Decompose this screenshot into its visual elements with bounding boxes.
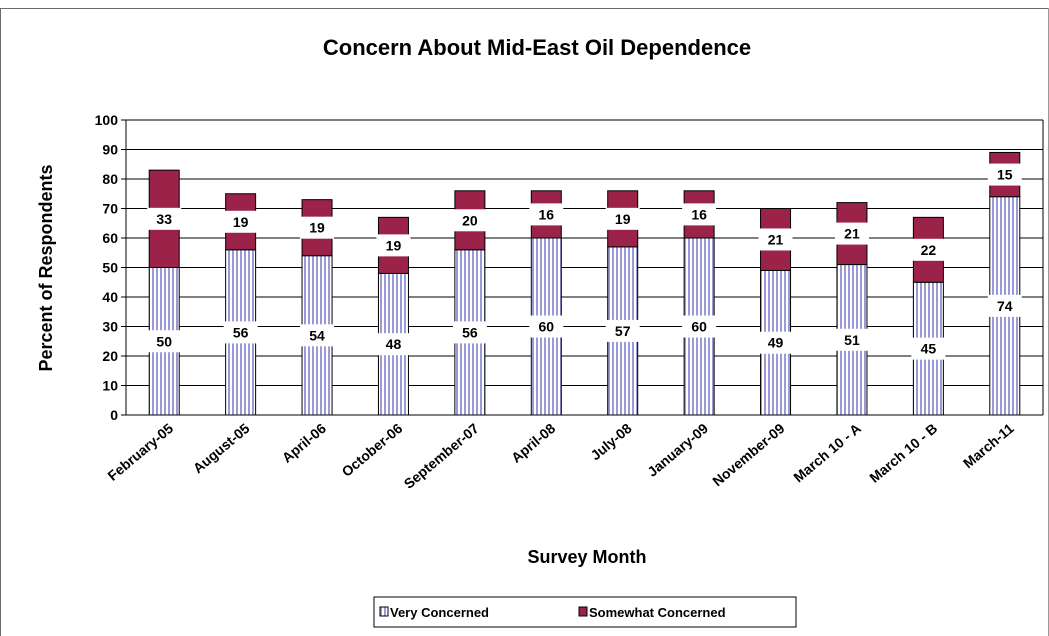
data-label-bg: [834, 222, 869, 245]
data-label-very-concerned: 49: [768, 335, 784, 351]
data-label-very-concerned: 60: [539, 319, 555, 335]
data-label-bg: [147, 330, 182, 353]
data-label-bg: [147, 207, 182, 230]
chart-title: Concern About Mid-East Oil Dependence: [323, 35, 751, 60]
gridlines: [126, 119, 1043, 386]
data-label-very-concerned: 60: [691, 319, 707, 335]
data-label-somewhat-concerned: 19: [615, 211, 631, 227]
y-tick-label: 0: [110, 407, 118, 423]
data-label-somewhat-concerned: 16: [691, 206, 707, 222]
y-tick-label: 60: [102, 230, 118, 246]
y-tick-label: 80: [102, 171, 118, 187]
data-label-bg: [834, 328, 869, 351]
data-label-bg: [682, 203, 717, 226]
y-tick-label: 70: [102, 201, 118, 217]
x-tick-label: March 10 - B: [866, 420, 940, 486]
y-tick-label: 90: [102, 142, 118, 158]
data-label-bg: [911, 238, 946, 261]
data-label-bg: [682, 315, 717, 338]
x-tick-label: January-09: [644, 420, 711, 480]
y-tick-label: 100: [95, 112, 119, 128]
legend-swatch-somewhat-concerned: [578, 606, 588, 617]
x-tick-label: August-05: [190, 420, 253, 476]
data-label-very-concerned: 54: [309, 327, 325, 343]
x-tick-label: March-11: [960, 420, 1017, 471]
data-label-very-concerned: 51: [844, 332, 860, 348]
data-label-very-concerned: 57: [615, 323, 631, 339]
x-tick-label: April-06: [279, 420, 329, 466]
x-tick-label: July-08: [587, 420, 634, 463]
data-label-somewhat-concerned: 15: [997, 167, 1013, 183]
data-label-bg: [223, 210, 258, 233]
data-label-bg: [758, 228, 793, 251]
data-label-bg: [452, 321, 487, 344]
x-tick-label: April-08: [508, 420, 558, 466]
data-label-somewhat-concerned: 20: [462, 212, 478, 228]
x-tick-label: September-07: [401, 420, 482, 492]
data-label-bg: [987, 163, 1022, 186]
y-axis-title: Percent of Respondents: [36, 164, 56, 371]
data-label-very-concerned: 48: [386, 336, 402, 352]
data-label-very-concerned: 74: [997, 298, 1013, 314]
data-label-bg: [223, 321, 258, 344]
frame-top-border: [0, 8, 1049, 9]
data-label-bg: [911, 337, 946, 360]
data-label-bg: [376, 234, 411, 257]
data-label-somewhat-concerned: 19: [233, 214, 249, 230]
data-label-somewhat-concerned: 22: [921, 242, 937, 258]
data-label-very-concerned: 50: [156, 333, 172, 349]
y-tick-label: 40: [102, 289, 118, 305]
x-tick-label: February-05: [104, 420, 176, 484]
data-label-bg: [300, 324, 335, 347]
data-label-bg: [987, 294, 1022, 317]
data-label-somewhat-concerned: 19: [309, 220, 325, 236]
legend: Very Concerned Somewhat Concerned: [373, 596, 797, 628]
y-tick-label: 50: [102, 260, 118, 276]
data-label-very-concerned: 56: [462, 324, 478, 340]
data-label-bg: [529, 203, 564, 226]
data-label-somewhat-concerned: 33: [156, 211, 172, 227]
frame-left-border: [0, 8, 1, 636]
bars: 50 33 56 19 54 19 48 19 56 20 60 16 57 19 60 16 49 21 51 21…: [147, 151, 1022, 416]
data-label-very-concerned: 56: [233, 324, 249, 340]
legend-label-very-concerned: Very Concerned: [390, 605, 489, 620]
data-label-somewhat-concerned: 21: [844, 226, 860, 242]
data-label-bg: [605, 319, 640, 342]
data-label-bg: [605, 207, 640, 230]
x-axis-title: Survey Month: [527, 547, 646, 567]
legend-swatch-very-concerned: [379, 606, 389, 617]
data-label-bg: [300, 216, 335, 239]
data-label-somewhat-concerned: 21: [768, 231, 784, 247]
data-label-somewhat-concerned: 16: [539, 206, 555, 222]
y-tick-label: 10: [102, 378, 118, 394]
x-tick-label: November-09: [709, 420, 787, 489]
x-tick-label: March 10 - A: [790, 420, 864, 485]
y-tick-label: 20: [102, 348, 118, 364]
data-label-very-concerned: 45: [921, 341, 937, 357]
data-label-bg: [758, 331, 793, 354]
data-label-bg: [452, 209, 487, 232]
data-label-somewhat-concerned: 19: [386, 237, 402, 253]
x-tick-label: October-06: [338, 420, 405, 480]
y-tick-label: 30: [102, 319, 118, 335]
data-label-bg: [376, 333, 411, 356]
data-label-bg: [529, 315, 564, 338]
legend-label-somewhat-concerned: Somewhat Concerned: [589, 605, 726, 620]
